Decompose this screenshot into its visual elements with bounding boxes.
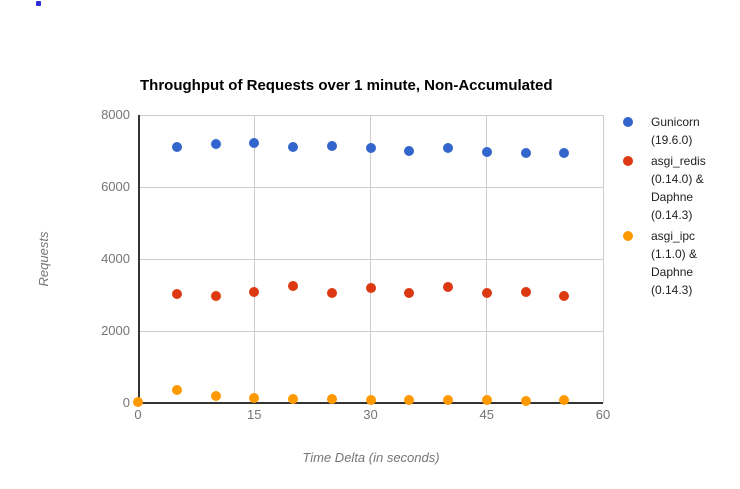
data-point [520,395,531,406]
data-point [404,394,415,405]
data-point [171,385,182,396]
data-point [443,394,453,405]
v-gridline [253,115,255,403]
y-tick-label: 2000 [101,323,130,338]
legend-item: asgi_redis (0.14.0) & Daphne (0.14.3) [623,152,735,224]
data-point [365,394,376,405]
y-axis-line [138,115,140,403]
legend-marker-icon [623,117,633,127]
data-point [481,394,492,405]
data-point [326,287,337,298]
data-point [481,146,492,157]
x-tick-label: 45 [479,407,494,422]
data-point [288,394,298,405]
y-tick-label: 6000 [101,179,130,194]
data-point [520,147,531,158]
x-tick-label: 30 [363,407,378,422]
data-point [559,148,570,159]
data-point [404,287,415,298]
data-point [249,287,260,298]
y-tick-label: 4000 [101,251,130,266]
data-point [249,392,260,403]
v-gridline [602,115,604,403]
data-point [133,397,143,408]
y-tick-label: 0 [122,395,130,410]
data-point [443,142,453,153]
chart-legend: Gunicorn (19.6.0) asgi_redis (0.14.0) & Daph… [623,113,735,302]
data-point [520,287,531,298]
data-point [559,291,570,302]
data-point [249,138,260,149]
v-gridline [370,115,371,403]
data-point [365,142,376,153]
legend-label: asgi_redis (0.14.0) & Daphne (0.14.3) [651,154,706,222]
data-point [481,287,492,298]
legend-marker-icon [623,231,633,241]
x-tick-label: 0 [134,407,142,422]
x-tick-label: 15 [247,407,262,422]
data-point [210,139,221,150]
y-axis-title: Requests [36,231,51,287]
legend-label: Gunicorn (19.6.0) [651,115,700,147]
data-point [326,140,337,151]
data-point [443,282,453,293]
x-axis-title: Time Delta (in seconds) [302,450,440,465]
data-point [288,142,298,153]
data-point [365,282,376,293]
legend-marker-icon [623,156,633,166]
chart-title: Throughput of Requests over 1 minute, No… [140,77,553,94]
legend-item: asgi_ipc (1.1.0) & Daphne (0.14.3) [623,227,735,299]
data-point [210,291,221,302]
v-gridline [486,115,488,403]
data-point [326,394,337,405]
data-point [404,145,415,156]
y-tick-label: 8000 [101,107,130,122]
legend-item: Gunicorn (19.6.0) [623,113,735,149]
data-point [210,390,221,401]
x-tick-label: 60 [595,407,611,422]
stray-blue-dot [36,1,41,6]
legend-label: asgi_ipc (1.1.0) & Daphne (0.14.3) [651,229,698,297]
data-point [559,395,570,406]
data-point [288,281,298,291]
data-point [171,288,182,299]
data-point [171,142,182,153]
